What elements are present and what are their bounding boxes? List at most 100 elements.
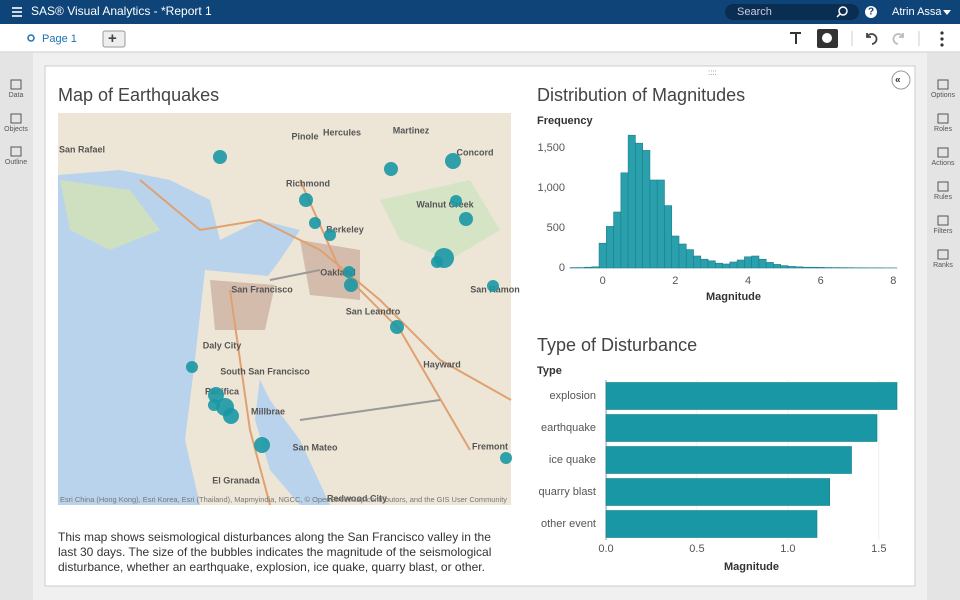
map-bubble: [254, 437, 270, 453]
histogram-bar: [816, 267, 825, 269]
histogram-bar: [802, 266, 811, 269]
bar: [605, 510, 818, 538]
map-bubble: [324, 229, 336, 241]
map-bubble: [445, 153, 461, 169]
redo-icon[interactable]: [892, 33, 904, 45]
histogram-bar: [715, 262, 723, 269]
histogram-bar: [627, 134, 636, 269]
undo-icon[interactable]: [866, 33, 878, 45]
toolbar-icon: [822, 33, 832, 43]
panel-icon[interactable]: [937, 215, 949, 226]
histogram-bar: [780, 265, 789, 269]
y-tick-label: 0: [559, 262, 565, 274]
map-bubble: [344, 278, 358, 292]
histogram-bar: [642, 150, 651, 269]
panel-icon[interactable]: [937, 249, 949, 260]
x-tick-label: 2: [672, 275, 678, 287]
search-icon[interactable]: [838, 6, 848, 16]
panel-label: Actions: [932, 160, 955, 167]
search-placeholder: Search: [737, 6, 772, 18]
bar: [605, 478, 831, 506]
histogram-bar: [729, 261, 738, 269]
y-axis-title: Frequency: [537, 115, 594, 127]
histogram-bar: [591, 266, 600, 269]
collapse-button[interactable]: [891, 70, 911, 90]
map-bubble: [487, 280, 499, 292]
panel-label: Roles: [934, 126, 952, 133]
panel-icon[interactable]: [937, 181, 949, 192]
user-menu-arrow[interactable]: [943, 10, 951, 15]
panel-icon[interactable]: [10, 113, 22, 124]
x-tick-label: 0.0: [598, 543, 613, 555]
histogram-bar: [751, 255, 760, 269]
map-label: Richmond: [286, 178, 330, 188]
panel-label: Rules: [934, 194, 952, 201]
map-label: El Granada: [212, 475, 261, 485]
map-bubble: [450, 195, 462, 207]
panel-icon[interactable]: [937, 147, 949, 158]
bar: [605, 382, 898, 410]
park: [60, 180, 160, 250]
y-tick-label: 1,500: [537, 142, 565, 154]
panel-icon[interactable]: [10, 146, 22, 157]
user-name[interactable]: Atrin Assa: [892, 6, 942, 18]
toolbar-icon[interactable]: [790, 32, 801, 44]
map-label: San Leandro: [346, 306, 401, 316]
land: [185, 270, 300, 505]
x-tick-label: 0: [600, 275, 606, 287]
panel-icon[interactable]: [10, 79, 22, 90]
search-box[interactable]: [725, 4, 859, 20]
page-tab[interactable]: Page 1: [42, 33, 77, 45]
panel-icon[interactable]: [937, 79, 949, 90]
map-label: Hayward: [423, 359, 461, 369]
collapse-glyph: «: [895, 75, 901, 86]
search-icon: [836, 13, 841, 18]
map-label: South San Francisco: [220, 366, 310, 376]
bar: [605, 414, 878, 442]
y-tick-label: explosion: [550, 390, 596, 402]
map-label: Redwood City: [327, 493, 387, 503]
x-axis-title: Magnitude: [724, 561, 779, 573]
panel-label: Ranks: [933, 262, 953, 269]
histogram-bar: [787, 266, 796, 269]
add-page-button[interactable]: [102, 30, 126, 48]
panel-icon[interactable]: [937, 113, 949, 124]
help-icon[interactable]: [865, 6, 877, 18]
map-bubble: [384, 162, 398, 176]
map-label: Pinole: [291, 131, 318, 141]
add-page-glyph: +: [108, 30, 117, 47]
map-bubble: [186, 361, 198, 373]
histogram-bar: [664, 205, 673, 269]
histogram-bar: [758, 258, 767, 269]
y-axis-title: Type: [537, 365, 562, 377]
park: [380, 180, 500, 260]
map-label: San Rafael: [59, 144, 105, 154]
panel-label: Objects: [4, 126, 28, 133]
map[interactable]: [58, 113, 512, 506]
bar: [605, 446, 852, 474]
map-label: Concord: [457, 147, 494, 157]
histogram-bar: [584, 266, 593, 269]
menu-icon[interactable]: [12, 7, 22, 17]
page-icon: [27, 34, 35, 42]
map-label: Martinez: [393, 125, 430, 135]
x-tick-label: 8: [890, 275, 896, 287]
panel-label: Options: [931, 92, 956, 99]
x-tick-label: 1.5: [871, 543, 886, 555]
more-icon[interactable]: [940, 31, 944, 47]
drag-handle-dots: ::::: [708, 68, 717, 77]
map-label: Oakland: [320, 267, 356, 277]
histogram-bar: [598, 242, 607, 269]
panel-label: Outline: [5, 159, 27, 166]
map-bubble: [459, 212, 473, 226]
x-tick-label: 6: [818, 275, 824, 287]
map-bubble: [208, 399, 220, 411]
x-tick-label: 1.0: [780, 543, 795, 555]
histogram-bar: [685, 249, 694, 269]
panel-label: Filters: [933, 228, 953, 235]
bridge: [269, 269, 321, 281]
map-label: Walnut Creek: [416, 199, 474, 209]
page-bar: [0, 24, 960, 52]
histogram-bar: [773, 264, 782, 269]
